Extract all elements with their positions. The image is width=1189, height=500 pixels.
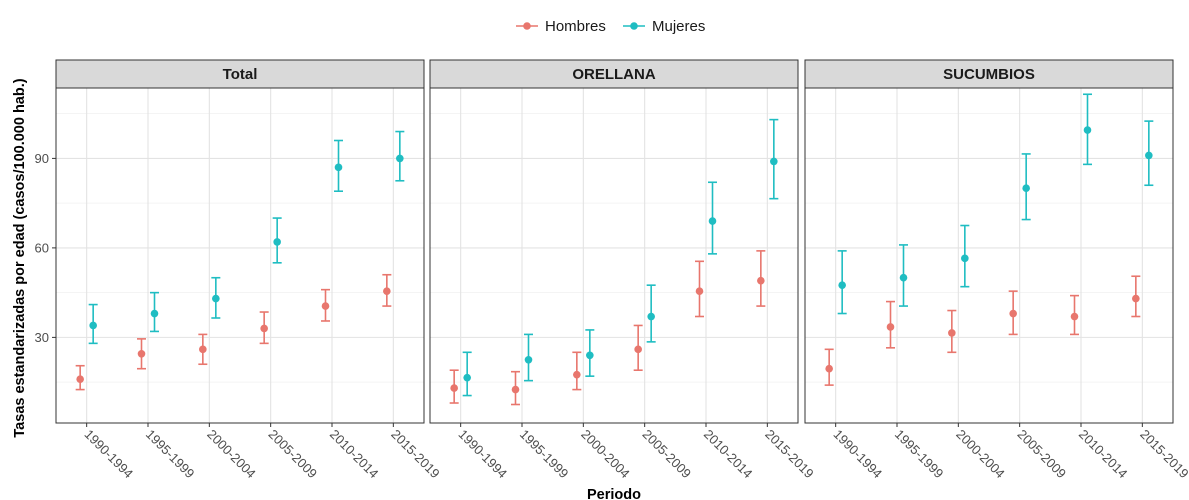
data-point	[1070, 312, 1079, 321]
series-hombres	[449, 250, 766, 406]
x-tick-label: 1995-1999	[517, 427, 572, 482]
data-point	[634, 345, 642, 354]
panel-sucumbios: SUCUMBIOS 1990-1994 1995-1999 2000-2004 2005…	[804, 59, 1189, 482]
data-point	[838, 281, 846, 289]
x-tick-label: 2015-2019	[388, 427, 443, 482]
data-point	[321, 302, 330, 310]
x-tick-label: 1990-1994	[82, 427, 137, 482]
data-point	[524, 355, 533, 364]
strip-background	[55, 59, 425, 89]
legend-label-hombres: Hombres	[545, 18, 606, 35]
strip-title: ORELLANA	[572, 66, 655, 83]
x-tick-label: 2010-2014	[701, 427, 756, 482]
series-hombres	[824, 275, 1141, 386]
data-point	[1132, 294, 1140, 303]
data-point	[150, 309, 159, 318]
strip-background	[429, 59, 799, 89]
panel-orellana: ORELLANA 1990-1994 1995-1999 2000-2004 2005-…	[429, 59, 817, 482]
data-point	[199, 345, 207, 354]
data-point	[1083, 126, 1092, 134]
series-mujeres	[837, 93, 1154, 315]
data-point	[334, 163, 343, 172]
panel-border	[804, 87, 1174, 424]
series-mujeres	[88, 130, 405, 345]
legend-item-mujeres: Mujeres	[623, 18, 705, 35]
x-tick-label: 2000-2004	[578, 427, 633, 482]
legend-key-point-hombres	[523, 22, 531, 30]
data-point	[695, 287, 704, 295]
x-tick-label: 1995-1999	[143, 427, 198, 482]
data-point	[137, 349, 146, 358]
data-point	[273, 238, 281, 246]
plot-background	[56, 88, 424, 423]
x-tick-label: 2005-2009	[266, 427, 321, 482]
strip-title: SUCUMBIOS	[943, 66, 1035, 83]
data-point	[1022, 184, 1030, 193]
legend: Hombres Mujeres	[516, 18, 705, 35]
x-tick-label: 1990-1994	[831, 427, 886, 482]
x-tick-label: 2010-2014	[1076, 427, 1131, 482]
series-mujeres	[462, 118, 779, 397]
y-tick-label: 90	[35, 151, 49, 166]
data-point	[961, 254, 969, 263]
plot-background	[430, 88, 798, 423]
legend-key-point-mujeres	[630, 22, 638, 30]
data-point	[899, 273, 908, 282]
data-point	[708, 217, 717, 225]
data-point	[463, 373, 471, 382]
data-point	[450, 384, 458, 392]
x-tick-label: 2015-2019	[762, 427, 817, 482]
data-point	[586, 351, 594, 360]
y-tick-label: 60	[35, 240, 49, 255]
plot-background	[805, 88, 1173, 423]
legend-item-hombres: Hombres	[516, 18, 606, 35]
x-tick-label: 2000-2004	[204, 427, 259, 482]
x-tick-label: 2010-2014	[327, 427, 382, 482]
data-point	[825, 364, 833, 373]
data-point	[770, 157, 778, 166]
panel-border	[429, 87, 799, 424]
panel-total: Total 1990-1994 1995-1999 2000-2004 2005-200…	[55, 59, 443, 482]
y-axis-tick-labels: 30 60 90	[35, 151, 56, 345]
data-point	[757, 276, 765, 285]
data-point	[76, 375, 84, 383]
data-point	[1009, 309, 1017, 318]
data-point	[647, 312, 655, 321]
x-axis-title: Periodo	[587, 487, 641, 500]
data-point	[511, 385, 520, 394]
panel-border	[55, 87, 425, 424]
data-point	[260, 324, 268, 333]
y-axis-title: Tasas estandarizadas por edad (casos/100…	[12, 78, 28, 437]
x-tick-label: 2005-2009	[640, 427, 695, 482]
strip-title: Total	[223, 66, 258, 83]
data-point	[886, 323, 895, 331]
x-tick-label: 1995-1999	[892, 427, 947, 482]
data-point	[383, 287, 391, 295]
data-point	[948, 329, 956, 337]
data-point	[573, 370, 581, 379]
y-tick-label: 30	[35, 330, 49, 345]
x-tick-label: 2000-2004	[953, 427, 1008, 482]
data-point	[212, 294, 220, 303]
series-hombres	[75, 273, 392, 391]
data-point	[1145, 151, 1153, 160]
strip-background	[804, 59, 1174, 89]
x-tick-label: 2015-2019	[1137, 427, 1189, 482]
x-tick-label: 1990-1994	[456, 427, 511, 482]
legend-label-mujeres: Mujeres	[652, 18, 705, 35]
x-tick-label: 2005-2009	[1015, 427, 1070, 482]
data-point	[89, 321, 97, 330]
data-point	[396, 154, 404, 163]
